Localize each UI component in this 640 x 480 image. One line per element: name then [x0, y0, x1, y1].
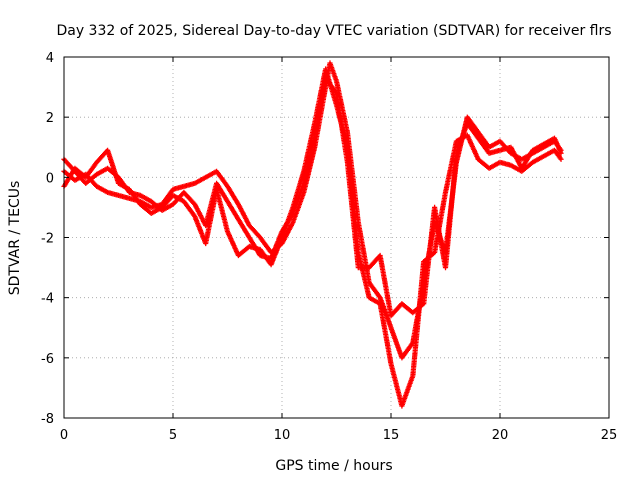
y-tick-label: 2: [46, 111, 54, 126]
y-tick-label: 0: [46, 171, 54, 186]
y-tick-label: -4: [41, 292, 54, 307]
y-tick-label: -8: [41, 412, 54, 427]
chart-title: Day 332 of 2025, Sidereal Day-to-day VTE…: [56, 23, 611, 39]
x-tick-label: 25: [601, 428, 618, 443]
series-track-a: [61, 60, 564, 361]
data-point: [558, 150, 564, 156]
x-tick-label: 5: [169, 428, 177, 443]
series-track-c: [61, 75, 564, 319]
x-tick-label: 15: [383, 428, 400, 443]
x-tick-label: 0: [60, 428, 68, 443]
x-tick-label: 10: [274, 428, 291, 443]
y-tick-label: -2: [41, 232, 54, 247]
grid-lines: [64, 57, 609, 418]
x-axis-ticks: 0 5 10 15 20 25: [60, 57, 617, 443]
y-tick-label: -6: [41, 352, 54, 367]
y-tick-label: 4: [46, 51, 54, 66]
y-axis-title: SDTVAR / TECUs: [7, 181, 23, 296]
data-point: [558, 156, 564, 162]
y-axis-ticks: -8 -6 -4 -2 0 2 4: [41, 51, 609, 427]
x-axis-title: GPS time / hours: [275, 458, 392, 474]
data-marks: [61, 60, 564, 409]
x-tick-label: 20: [492, 428, 509, 443]
